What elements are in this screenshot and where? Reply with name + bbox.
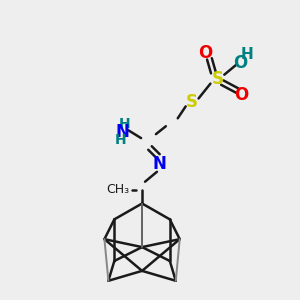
Text: S: S [186,93,198,111]
Text: O: O [198,44,213,62]
Text: O: O [234,85,248,103]
Text: H: H [118,117,130,131]
Text: H: H [241,47,254,62]
Text: S: S [212,70,224,88]
Text: O: O [233,54,247,72]
Text: CH₃: CH₃ [107,183,130,196]
Text: N: N [153,155,167,173]
Text: H: H [115,133,126,147]
Text: N: N [115,123,129,141]
